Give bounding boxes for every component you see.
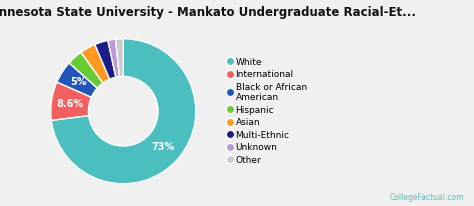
Text: Minnesota State University - Mankato Undergraduate Racial-Et...: Minnesota State University - Mankato Und… xyxy=(0,6,416,19)
Wedge shape xyxy=(69,52,103,88)
Text: CollegeFactual.com: CollegeFactual.com xyxy=(390,193,465,202)
Wedge shape xyxy=(57,63,97,97)
Wedge shape xyxy=(51,39,196,184)
Wedge shape xyxy=(108,39,119,77)
Wedge shape xyxy=(51,82,91,120)
Legend: White, International, Black or African
American, Hispanic, Asian, Multi-Ethnic, : White, International, Black or African A… xyxy=(228,57,307,165)
Text: 5%: 5% xyxy=(70,77,86,87)
Wedge shape xyxy=(95,40,116,79)
Text: 8.6%: 8.6% xyxy=(56,98,84,109)
Wedge shape xyxy=(116,39,123,77)
Wedge shape xyxy=(81,44,109,83)
Text: 73%: 73% xyxy=(152,142,175,152)
